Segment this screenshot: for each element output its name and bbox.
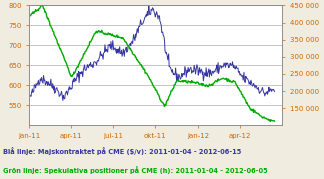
Text: Blå linje: Majskontraktet på CME ($/v): 2011-01-04 - 2012-06-15: Blå linje: Majskontraktet på CME ($/v): … [3,147,241,155]
Text: Grön linje: Spekulativa positioner på CME (h): 2011-01-04 - 2012-06-05: Grön linje: Spekulativa positioner på CM… [3,166,268,174]
